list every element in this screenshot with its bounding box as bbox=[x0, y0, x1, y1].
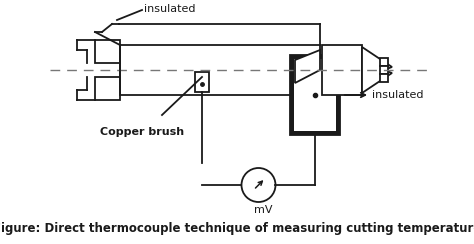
Bar bbox=[322, 45, 362, 95]
Bar bbox=[294, 59, 336, 131]
Bar bbox=[380, 58, 388, 66]
Text: insulated: insulated bbox=[144, 4, 195, 14]
Circle shape bbox=[241, 168, 275, 202]
Text: mV: mV bbox=[254, 205, 273, 215]
Bar bbox=[380, 74, 388, 82]
Bar bbox=[95, 40, 120, 63]
Text: insulated: insulated bbox=[372, 90, 423, 100]
Polygon shape bbox=[362, 47, 392, 93]
Bar bbox=[380, 66, 388, 74]
Bar bbox=[95, 77, 120, 100]
Text: Figure: Direct thermocouple technique of measuring cutting temperature: Figure: Direct thermocouple technique of… bbox=[0, 222, 474, 235]
Text: Copper brush: Copper brush bbox=[100, 127, 184, 137]
Polygon shape bbox=[295, 50, 320, 83]
Bar bbox=[120, 45, 320, 95]
Bar bbox=[290, 55, 340, 135]
Bar bbox=[195, 72, 209, 92]
